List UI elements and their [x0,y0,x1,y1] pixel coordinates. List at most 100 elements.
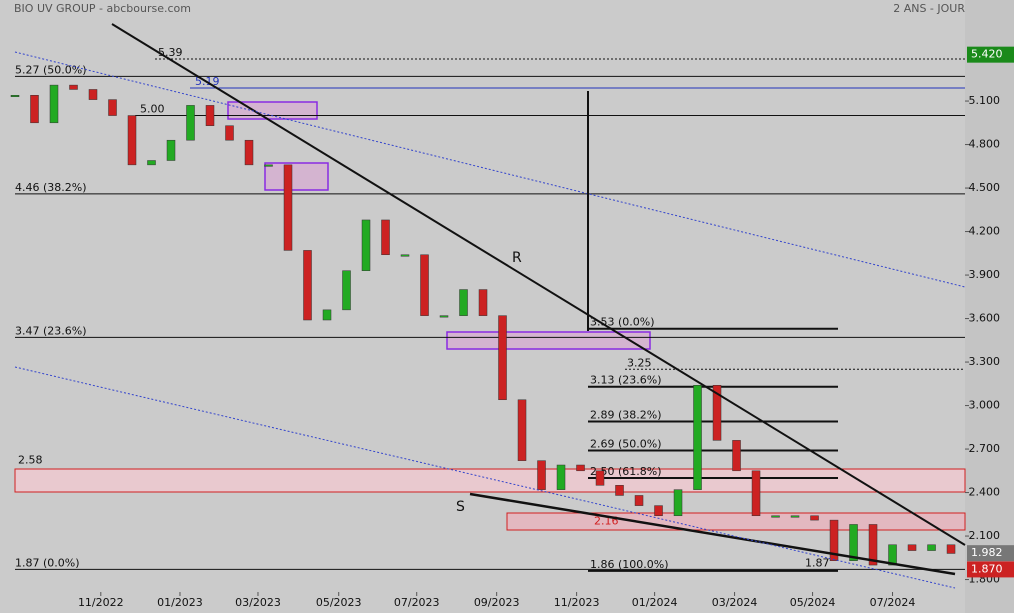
level-label: 2.58 [18,453,43,466]
candle [810,515,819,521]
candle [478,289,488,316]
candle [361,219,371,271]
candle [829,519,839,561]
candle [49,84,59,124]
x-tick-label: 11/2022 [78,596,124,609]
x-tick-label: 05/2023 [316,596,362,609]
candle [108,99,117,116]
x-tick-label: 03/2024 [712,596,758,609]
level-label: 3.13 (23.6%) [590,374,662,387]
candle [264,164,273,167]
price-tag-label: 1.870 [971,562,1003,575]
candle [654,505,663,517]
candle [732,440,741,472]
candle [400,254,410,257]
candle [771,515,780,518]
y-tick-label: 2.100 [969,529,1001,542]
candle [88,89,98,100]
price-tag [967,46,1014,63]
level-label: 5.27 (50.0%) [15,63,87,76]
level-label: 3.25 [627,356,652,369]
level-label: 1.87 [805,556,830,569]
candle [537,460,546,490]
chart-title: BIO UV GROUP - abcbourse.com [14,2,191,15]
price-tag [967,561,1014,578]
y-tick-label: 2.400 [969,486,1001,499]
candle [225,125,234,141]
candle [615,485,624,496]
candle [576,464,585,472]
trendline [111,23,966,546]
candle [420,254,429,316]
box [264,162,329,191]
candle [595,470,605,486]
zones [14,101,966,531]
candle [166,139,176,161]
candle [517,399,527,461]
candle [205,105,215,126]
candle [439,315,449,318]
trendlines [14,23,966,589]
channel [14,51,966,288]
candle [868,524,878,566]
candle [556,464,566,490]
level-label: 3.47 (23.6%) [15,324,87,337]
y-tick-label: 5.100 [969,94,1001,107]
level-label: 5.00 [140,103,165,116]
x-tick-label: 05/2024 [790,596,836,609]
candle [790,515,800,518]
candle [927,544,936,551]
level-label: 1.87 (0.0%) [15,556,80,569]
x-tick-label: 11/2023 [554,596,600,609]
candle [751,470,761,517]
period: 2 ANS - JOUR [893,2,965,15]
level-label: 5.39 [158,46,183,59]
candle [283,164,293,251]
y-tick-label: 3.600 [969,312,1001,325]
candle [381,219,390,256]
y-tick-label: 4.500 [969,181,1001,194]
level-label: 1.86 (100.0%) [590,558,669,571]
candle [888,544,897,566]
x-tick-label: 07/2024 [870,596,916,609]
box [446,331,651,350]
x-tick-label: 07/2023 [394,596,440,609]
x-tick-label: 01/2023 [157,596,203,609]
candle [459,289,468,316]
level-label: 2.89 (38.2%) [590,409,662,422]
price-tag [967,545,1014,562]
candle [712,385,722,441]
x-tick-label: 09/2023 [474,596,520,609]
zone [14,468,966,493]
trendline [469,492,956,576]
y-tick-label: 4.200 [969,225,1001,238]
y-tick-label: 3.900 [969,268,1001,281]
x-tick-label: 01/2024 [632,596,678,609]
annotation: S [456,499,465,515]
y-tick-label: 4.800 [969,138,1001,151]
candle [907,544,917,551]
candle [244,139,254,166]
candle [69,84,78,90]
price-tag-label: 1.982 [971,546,1003,559]
candle [186,105,195,141]
y-tick-label: 3.300 [969,355,1001,368]
candle [849,524,858,561]
candle [634,495,644,506]
candle [127,115,137,166]
price-tag-label: 5.420 [971,48,1003,61]
candle [946,544,956,554]
level-label: 2.69 (50.0%) [590,438,662,451]
candle [342,270,351,311]
candle [30,95,39,124]
price-axis-bg [965,0,1014,613]
level-label: 4.46 (38.2%) [15,181,87,194]
y-tick-label: 3.000 [969,399,1001,412]
zone [506,512,966,531]
level-label: 2.50 (61.8%) [590,465,662,478]
box [227,101,318,120]
x-tick-label: 03/2023 [235,596,281,609]
annotation: R [512,250,522,266]
candle [147,160,156,166]
